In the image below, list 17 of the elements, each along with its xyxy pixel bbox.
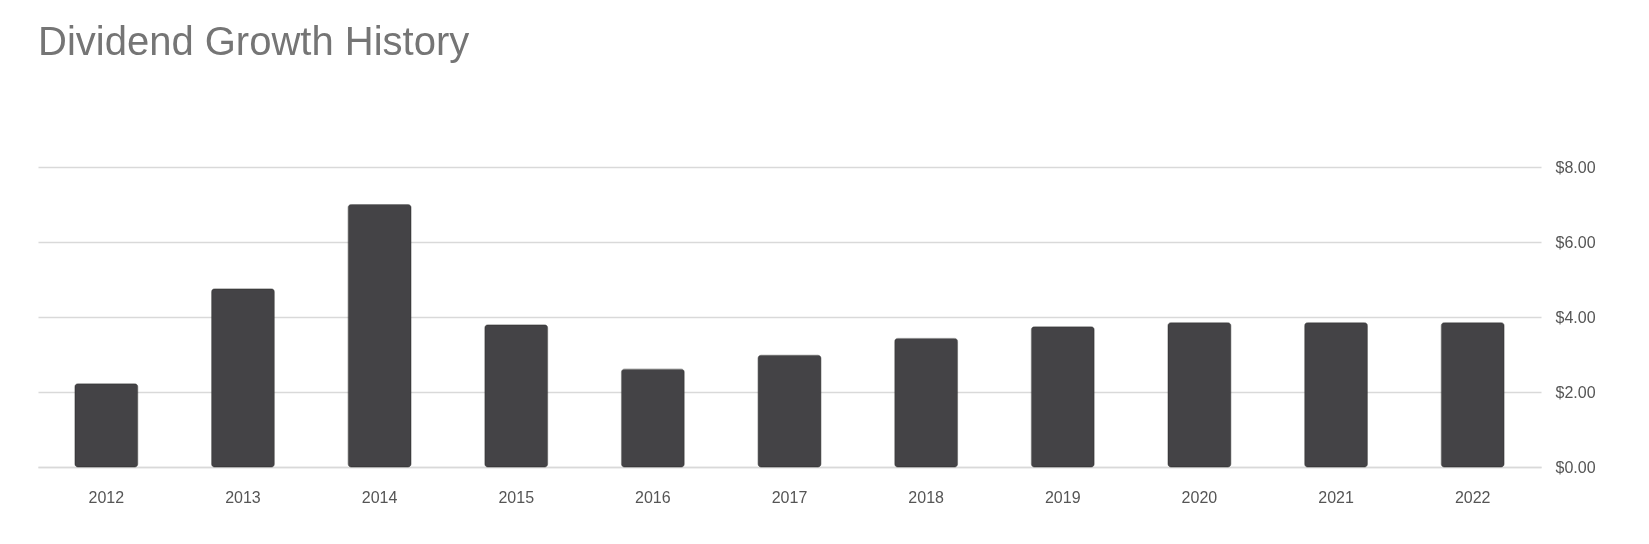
x-tick-label: 2016 [635, 488, 671, 506]
x-tick-label: 2022 [1454, 488, 1491, 506]
x-tick-label: 2019 [1044, 488, 1081, 506]
x-tick-label: 2012 [88, 488, 125, 506]
x-tick-label: 2018 [908, 488, 945, 506]
x-tick-label: 2021 [1318, 488, 1354, 506]
y-tick-label: $6.00 [1555, 233, 1596, 251]
x-tick-label: 2020 [1181, 488, 1218, 506]
y-tick-label: $8.00 [1555, 158, 1596, 176]
chart-title: Dividend Growth History [38, 19, 470, 63]
x-tick-label: 2014 [361, 488, 398, 506]
y-tick-label: $4.00 [1555, 308, 1596, 326]
x-tick-label: 2013 [225, 488, 261, 506]
y-tick-label: $0.00 [1555, 458, 1596, 476]
x-tick-label: 2015 [498, 488, 535, 506]
y-tick-label: $2.00 [1555, 383, 1596, 401]
x-tick-label: 2017 [771, 488, 808, 506]
